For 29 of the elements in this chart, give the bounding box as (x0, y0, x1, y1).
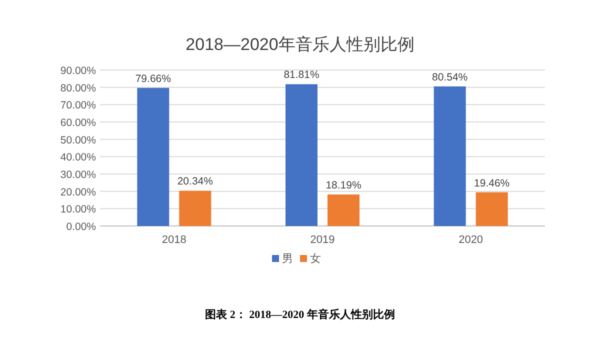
data-label: 79.66% (135, 72, 171, 85)
y-tick-label: 30.00% (60, 169, 96, 181)
data-label: 18.19% (326, 179, 362, 192)
legend-label: 女 (310, 253, 321, 265)
bar (328, 194, 360, 226)
bar (286, 84, 318, 226)
text: 图表 2： 2018—2020 年音乐人性别比例 (205, 308, 395, 321)
y-tick-label: 0.00% (66, 221, 96, 233)
bar (137, 88, 170, 226)
y-tick-label: 80.00% (60, 82, 96, 94)
bar (434, 86, 466, 226)
y-tick-label: 10.00% (60, 204, 96, 216)
bar (179, 190, 212, 226)
y-tick-label: 50.00% (60, 134, 96, 146)
data-label: 20.34% (177, 176, 213, 188)
y-tick-label: 40.00% (60, 152, 96, 164)
x-tick-label: 2018 (162, 234, 186, 246)
bar (476, 192, 508, 226)
y-tick-label: 20.00% (60, 186, 96, 198)
chart-title: 2018—2020年音乐人性别比例 (186, 35, 414, 54)
data-label: 80.54% (432, 71, 468, 84)
legend-label: 男 (282, 253, 293, 265)
data-label: 19.46% (474, 177, 510, 190)
x-tick-label: 2019 (310, 234, 335, 246)
data-label: 81.81% (284, 69, 320, 82)
y-tick-label: 90.00% (60, 65, 96, 77)
x-tick-label: 2020 (458, 234, 484, 246)
y-tick-label: 70.00% (60, 100, 96, 112)
y-tick-label: 60.00% (60, 117, 96, 129)
